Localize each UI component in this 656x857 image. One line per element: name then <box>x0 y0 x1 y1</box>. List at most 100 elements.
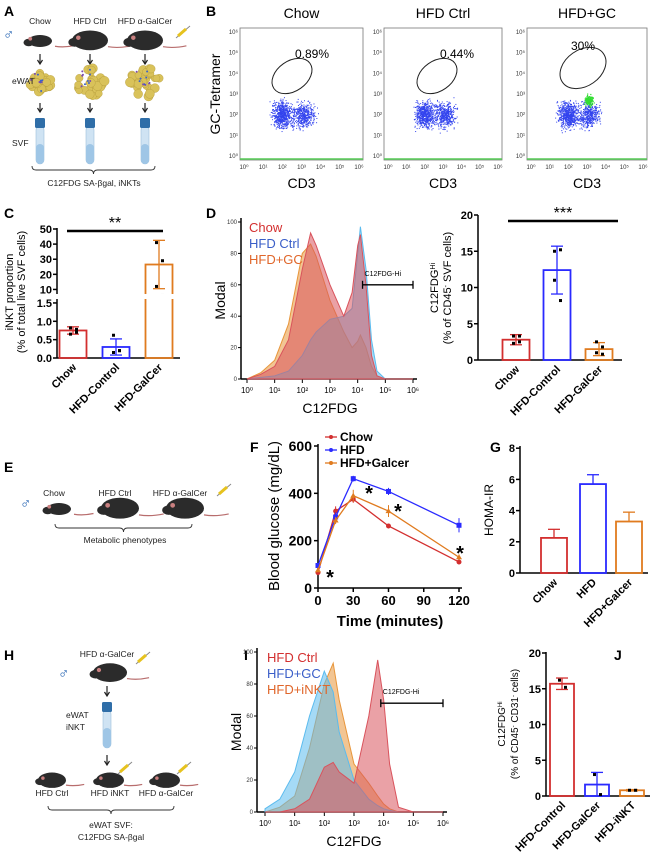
y-tick-label: 40 <box>40 239 52 251</box>
y-tick-label: 600 <box>289 438 313 454</box>
group-label: HFD Ctrl <box>73 16 106 26</box>
mouse-ear <box>105 502 111 508</box>
mouse-body <box>47 503 71 515</box>
gate-percentage: 0.44% <box>440 47 474 61</box>
flow-dots <box>413 97 459 134</box>
x-tick-label: 10⁴ <box>457 164 467 171</box>
legend-entry: HFD Ctrl <box>249 236 300 251</box>
data-point <box>315 567 321 573</box>
y-tick-label: 10² <box>229 113 238 119</box>
y-tick-label: 10³ <box>229 92 238 98</box>
mouse-icon <box>89 663 150 682</box>
y-tick-label: 20 <box>246 778 253 784</box>
y-tick-label: 100 <box>243 650 254 656</box>
y-tick-label: 80 <box>246 682 253 688</box>
y-axis-label: Modal <box>228 713 244 751</box>
data-point <box>559 299 562 303</box>
x-axis-label: C12FDG <box>326 833 381 849</box>
y-tick-label: 10² <box>373 113 382 119</box>
legend-marker <box>329 435 333 439</box>
mouse-body <box>152 772 180 788</box>
x-tick-label: 10⁶ <box>354 164 364 171</box>
data-point <box>553 278 556 282</box>
male-symbol-icon: ♂ <box>20 495 31 512</box>
y-tick-label: 10³ <box>516 92 525 98</box>
bar <box>619 788 645 797</box>
y-axis-label: (% of total live SVF cells) <box>16 231 28 353</box>
x-axis-label: CD3 <box>429 175 457 191</box>
legend-entry: HFD+GC <box>267 666 321 681</box>
data-point <box>518 340 521 344</box>
brace-icon <box>31 165 156 175</box>
x-tick-label: 10⁰ <box>241 386 253 395</box>
data-point <box>350 476 356 482</box>
legend-marker <box>329 448 333 452</box>
y-tick-label: 10⁴ <box>373 70 383 77</box>
histogram-chow <box>246 231 413 380</box>
tube-icon <box>85 118 95 165</box>
male-symbol-icon: ♂ <box>3 26 14 43</box>
mouse-ear <box>99 776 103 780</box>
mouse-body <box>72 30 108 51</box>
arrow-down-icon <box>36 103 44 114</box>
legend-entry: Chow <box>340 430 373 444</box>
panel-h-footer: C12FDG SA-βgal <box>78 832 144 842</box>
panel-h-footer: eWAT SVF: <box>89 820 133 830</box>
significance-asterisk: * <box>365 483 373 505</box>
bar <box>501 333 531 361</box>
data-point <box>332 517 339 523</box>
data-point <box>315 563 321 569</box>
x-tick-label: HFD <box>575 577 600 602</box>
mouse-body <box>93 663 127 682</box>
flow-dots <box>269 97 319 133</box>
mouse-tail <box>65 783 85 787</box>
y-tick-label: 10 <box>461 283 473 295</box>
y-tick-label: 8 <box>509 443 515 455</box>
mouse-ear <box>76 35 81 40</box>
x-tick-label: 10⁵ <box>379 386 391 395</box>
x-axis-label: C12FDG <box>302 400 357 416</box>
panel-i-histogram: 0 20 40 60 80 100 10⁰ 10¹ 10² 10³ 10⁴ 10⁵ 10⁶ HFD Ctr… <box>228 648 449 849</box>
group-label: HFD α-GalCer <box>139 788 194 798</box>
x-tick-label: 10⁶ <box>493 164 503 171</box>
panel-label-b: B <box>206 3 216 19</box>
x-tick-label: 10³ <box>297 165 306 171</box>
y-tick-label: 10⁵ <box>373 50 383 57</box>
group-label: Chow <box>43 488 66 498</box>
y-tick-label: 10¹ <box>516 133 525 139</box>
bar <box>101 333 131 359</box>
data-point <box>69 326 72 330</box>
x-tick-label: Chow <box>49 361 79 391</box>
y-tick-label: 1.0 <box>37 316 52 328</box>
mouse-tail <box>179 783 199 787</box>
x-tick-label: 90 <box>417 593 431 608</box>
mouse-head <box>89 670 102 679</box>
x-tick-label: 10³ <box>324 386 336 395</box>
data-point <box>628 788 631 792</box>
bar <box>549 677 575 797</box>
data-point <box>155 241 158 245</box>
syringe-icon <box>175 25 191 39</box>
brace-icon <box>54 523 193 533</box>
arrow-down-icon <box>141 103 149 114</box>
gate-ellipse <box>271 57 313 95</box>
y-axis-label: Blood glucose (mg/dL) <box>266 441 283 591</box>
panel-e-footer: Metabolic phenotypes <box>84 535 167 545</box>
tube-icon <box>35 118 45 165</box>
data-point <box>564 685 567 689</box>
gate-label: C12FDG-Hi <box>365 271 402 278</box>
panel-b-flow-plots: GC-TetramerChow0.89%10⁰10⁰10¹10¹10²10²10… <box>207 5 648 191</box>
arrow-down-icon <box>36 54 44 66</box>
group-label: Chow <box>29 16 52 26</box>
y-axis-label: C12FDGHi <box>497 701 508 746</box>
y-tick-label: 0 <box>250 810 254 816</box>
group-label: HFD α-GalCer <box>153 488 208 498</box>
y-label-sup: - <box>511 725 517 727</box>
significance-asterisk: * <box>456 543 464 565</box>
data-point <box>559 248 562 252</box>
mouse-icon <box>93 772 143 788</box>
data-point <box>69 332 72 336</box>
data-point <box>518 334 521 338</box>
